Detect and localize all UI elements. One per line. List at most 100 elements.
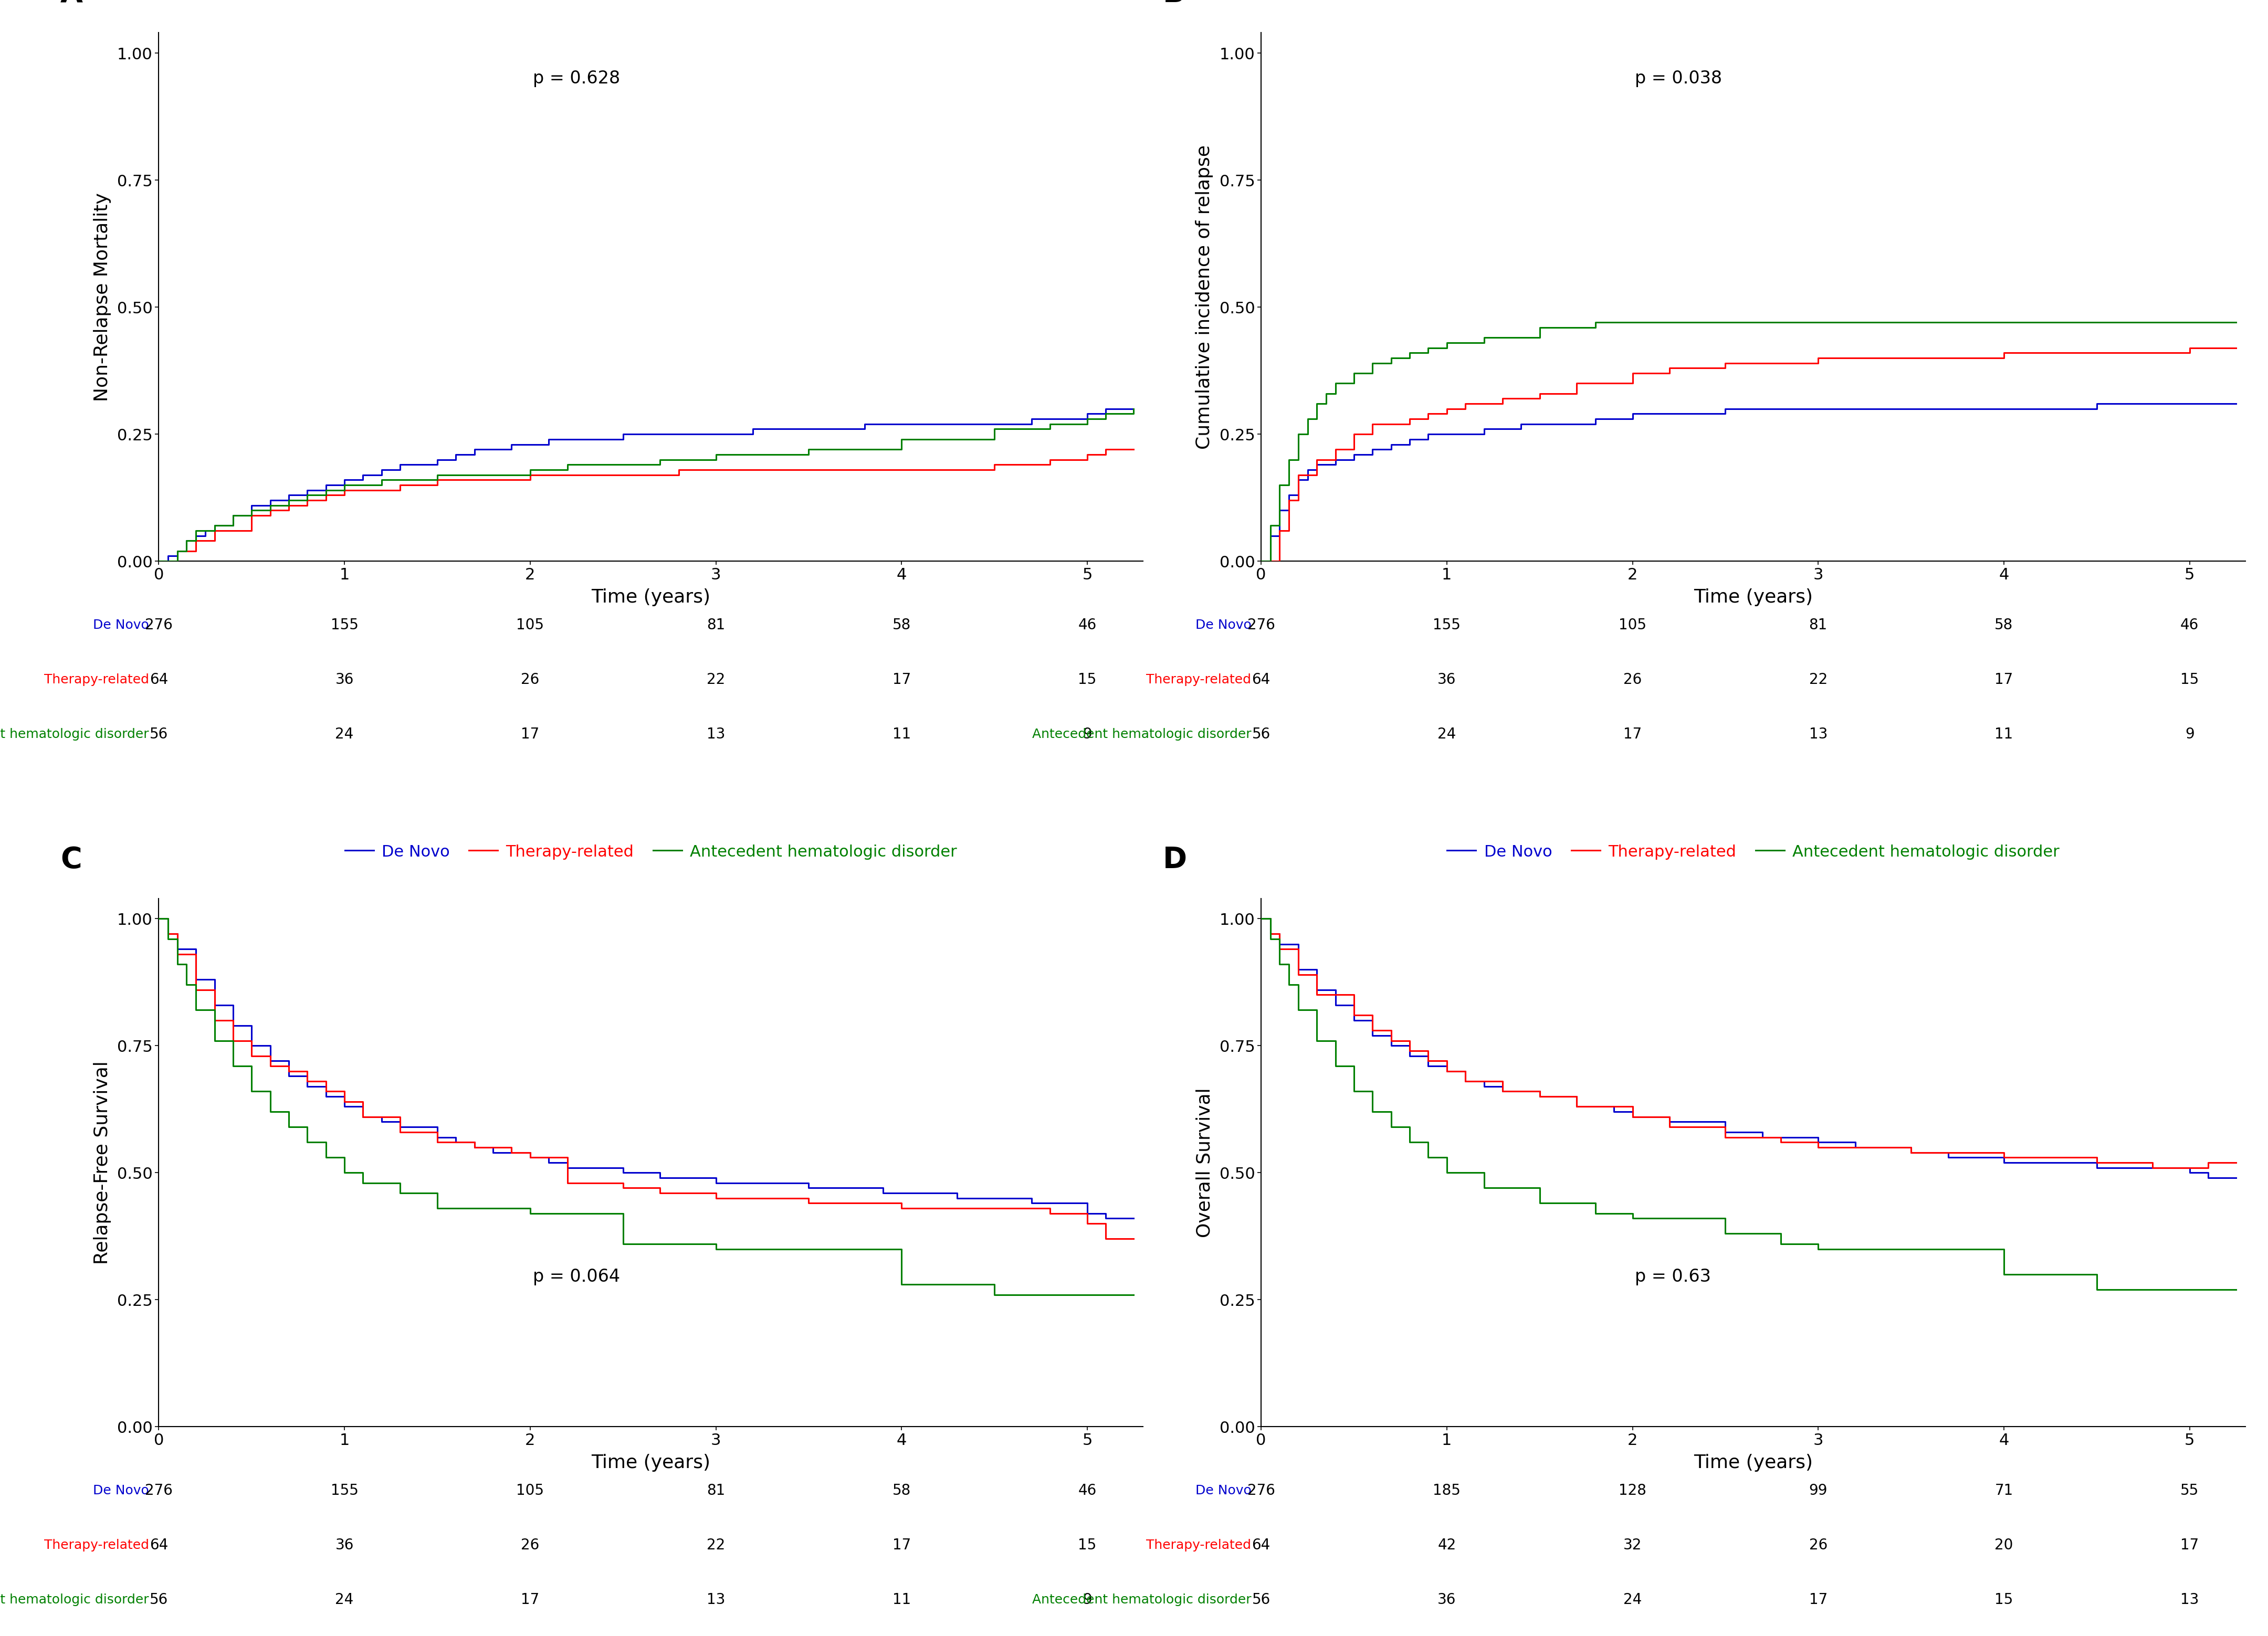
Text: 26: 26: [1624, 672, 1642, 687]
Text: 9: 9: [1082, 1592, 1091, 1607]
Text: C: C: [61, 846, 82, 874]
Text: 71: 71: [1994, 1484, 2014, 1499]
Text: 15: 15: [1077, 1538, 1095, 1553]
Text: De Novo: De Novo: [93, 618, 150, 631]
Text: 32: 32: [1624, 1538, 1642, 1553]
Text: 64: 64: [1252, 1538, 1270, 1553]
Text: D: D: [1163, 846, 1186, 874]
Text: p = 0.63: p = 0.63: [1635, 1268, 1710, 1286]
Text: 36: 36: [1438, 1592, 1456, 1607]
Text: 64: 64: [150, 672, 168, 687]
Text: A: A: [61, 0, 84, 8]
X-axis label: Time (years): Time (years): [1694, 1454, 1812, 1472]
Text: p = 0.064: p = 0.064: [533, 1268, 619, 1286]
Text: 13: 13: [708, 726, 726, 741]
Text: 81: 81: [708, 1484, 726, 1499]
Text: 26: 26: [1810, 1538, 1828, 1553]
Text: p = 0.628: p = 0.628: [533, 70, 619, 87]
Text: 24: 24: [336, 726, 354, 741]
Text: 13: 13: [2180, 1592, 2200, 1607]
Text: 105: 105: [517, 1484, 544, 1499]
Text: 17: 17: [891, 1538, 912, 1553]
Text: 81: 81: [1810, 618, 1828, 633]
Text: 22: 22: [1810, 672, 1828, 687]
Text: 276: 276: [145, 1484, 172, 1499]
Text: 11: 11: [1994, 726, 2014, 741]
Text: 26: 26: [522, 672, 540, 687]
Text: 24: 24: [1624, 1592, 1642, 1607]
Text: 17: 17: [522, 726, 540, 741]
Text: Therapy-related: Therapy-related: [43, 1539, 150, 1551]
Text: B: B: [1163, 0, 1184, 8]
Text: 276: 276: [1247, 618, 1275, 633]
Text: 58: 58: [891, 618, 912, 633]
Text: 99: 99: [1810, 1484, 1828, 1499]
Text: 56: 56: [150, 1592, 168, 1607]
Text: Therapy-related: Therapy-related: [1145, 674, 1252, 685]
Text: 11: 11: [891, 726, 912, 741]
Text: 55: 55: [2180, 1484, 2200, 1499]
Text: De Novo: De Novo: [1195, 1484, 1252, 1497]
Text: 105: 105: [1619, 618, 1647, 633]
X-axis label: Time (years): Time (years): [592, 589, 710, 607]
Text: Antecedent hematologic disorder: Antecedent hematologic disorder: [0, 1593, 150, 1607]
Text: 64: 64: [150, 1538, 168, 1553]
Text: 56: 56: [1252, 726, 1270, 741]
Y-axis label: Relapse-Free Survival: Relapse-Free Survival: [93, 1060, 111, 1265]
Text: 185: 185: [1433, 1484, 1461, 1499]
Text: 13: 13: [1810, 726, 1828, 741]
Text: 276: 276: [1247, 1484, 1275, 1499]
Text: 58: 58: [1994, 618, 2014, 633]
Text: 36: 36: [1438, 672, 1456, 687]
Text: 17: 17: [891, 672, 912, 687]
Text: 46: 46: [1077, 1484, 1095, 1499]
Text: Antecedent hematologic disorder: Antecedent hematologic disorder: [1032, 728, 1252, 741]
Text: p = 0.038: p = 0.038: [1635, 70, 1721, 87]
Text: Therapy-related: Therapy-related: [43, 674, 150, 685]
Text: 56: 56: [150, 726, 168, 741]
Text: 24: 24: [1438, 726, 1456, 741]
X-axis label: Time (years): Time (years): [592, 1454, 710, 1472]
Text: 20: 20: [1994, 1538, 2014, 1553]
Text: Therapy-related: Therapy-related: [1145, 1539, 1252, 1551]
Text: 64: 64: [1252, 672, 1270, 687]
Text: 15: 15: [1994, 1592, 2014, 1607]
Text: 276: 276: [145, 618, 172, 633]
Text: 17: 17: [522, 1592, 540, 1607]
Text: 56: 56: [1252, 1592, 1270, 1607]
Text: 155: 155: [331, 1484, 358, 1499]
Text: 81: 81: [708, 618, 726, 633]
Text: Antecedent hematologic disorder: Antecedent hematologic disorder: [0, 728, 150, 741]
Text: De Novo: De Novo: [93, 1484, 150, 1497]
Legend: De Novo, Therapy-related, Antecedent hematologic disorder: De Novo, Therapy-related, Antecedent hem…: [338, 838, 964, 867]
Y-axis label: Cumulative incidence of relapse: Cumulative incidence of relapse: [1195, 144, 1213, 450]
Text: 17: 17: [2180, 1538, 2200, 1553]
Text: 13: 13: [708, 1592, 726, 1607]
Text: 24: 24: [336, 1592, 354, 1607]
Legend: De Novo, Therapy-related, Antecedent hematologic disorder: De Novo, Therapy-related, Antecedent hem…: [1440, 838, 2066, 867]
Text: 105: 105: [517, 618, 544, 633]
Text: 22: 22: [708, 672, 726, 687]
Text: 155: 155: [1433, 618, 1461, 633]
Text: 11: 11: [891, 1592, 912, 1607]
Text: 22: 22: [708, 1538, 726, 1553]
Y-axis label: Non-Relapse Mortality: Non-Relapse Mortality: [93, 193, 111, 401]
Text: 42: 42: [1438, 1538, 1456, 1553]
Text: Antecedent hematologic disorder: Antecedent hematologic disorder: [1032, 1593, 1252, 1607]
Text: 17: 17: [1810, 1592, 1828, 1607]
Text: 36: 36: [336, 1538, 354, 1553]
Text: 128: 128: [1619, 1484, 1647, 1499]
Text: De Novo: De Novo: [1195, 618, 1252, 631]
Text: 9: 9: [1082, 726, 1091, 741]
Text: 58: 58: [891, 1484, 912, 1499]
Text: 46: 46: [1077, 618, 1095, 633]
Text: 17: 17: [1994, 672, 2014, 687]
Text: 36: 36: [336, 672, 354, 687]
Text: 15: 15: [2180, 672, 2200, 687]
Text: 155: 155: [331, 618, 358, 633]
Text: 15: 15: [1077, 672, 1095, 687]
Text: 26: 26: [522, 1538, 540, 1553]
Text: 9: 9: [2184, 726, 2193, 741]
Text: 46: 46: [2180, 618, 2200, 633]
Y-axis label: Overall Survival: Overall Survival: [1195, 1088, 1213, 1237]
